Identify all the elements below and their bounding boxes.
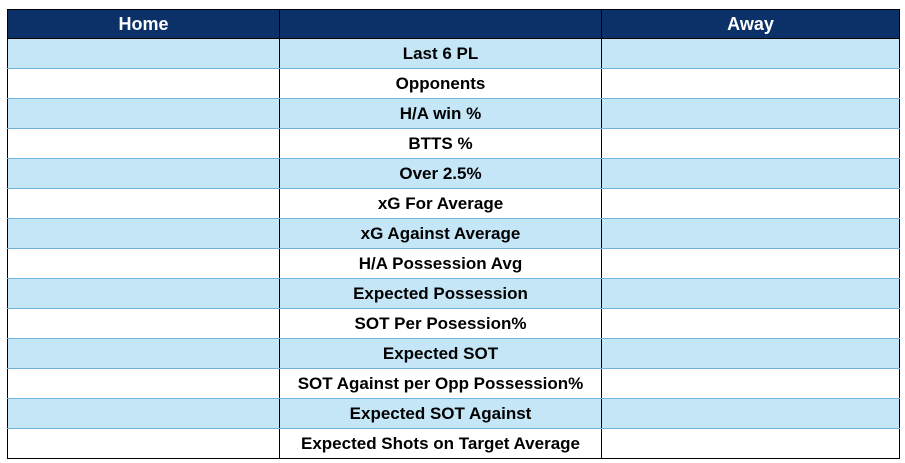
home-value-cell[interactable] xyxy=(7,98,280,129)
metric-label-cell[interactable]: H/A win % xyxy=(279,98,602,129)
metric-label-cell[interactable]: Last 6 PL xyxy=(279,38,602,69)
table-body: Last 6 PL Opponents H/A win % BTTS % Over 2.… xyxy=(7,38,900,459)
table-row: Expected SOT xyxy=(7,338,900,369)
metric-label-cell[interactable]: BTTS % xyxy=(279,128,602,159)
metric-label-cell[interactable]: Over 2.5% xyxy=(279,158,602,189)
home-value-cell[interactable] xyxy=(7,158,280,189)
table-row: H/A win % xyxy=(7,98,900,129)
away-value-cell[interactable] xyxy=(601,158,900,189)
away-value-cell[interactable] xyxy=(601,38,900,69)
table-row: Opponents xyxy=(7,68,900,99)
stats-comparison-table: Home Away Last 6 PL Opponents H/A win % BTT… xyxy=(7,9,900,459)
away-value-cell[interactable] xyxy=(601,188,900,219)
away-value-cell[interactable] xyxy=(601,308,900,339)
table-row: xG For Average xyxy=(7,188,900,219)
home-value-cell[interactable] xyxy=(7,128,280,159)
home-value-cell[interactable] xyxy=(7,428,280,459)
metric-label-cell[interactable]: Expected Shots on Target Average xyxy=(279,428,602,459)
metric-label-cell[interactable]: H/A Possession Avg xyxy=(279,248,602,279)
metric-label-cell[interactable]: SOT Per Posession% xyxy=(279,308,602,339)
away-value-cell[interactable] xyxy=(601,368,900,399)
away-value-cell[interactable] xyxy=(601,428,900,459)
table-row: Expected Possession xyxy=(7,278,900,309)
away-value-cell[interactable] xyxy=(601,398,900,429)
header-row: Home Away xyxy=(7,9,900,39)
table-row: H/A Possession Avg xyxy=(7,248,900,279)
home-value-cell[interactable] xyxy=(7,218,280,249)
home-value-cell[interactable] xyxy=(7,278,280,309)
home-value-cell[interactable] xyxy=(7,248,280,279)
home-column-header[interactable]: Home xyxy=(7,9,280,39)
away-value-cell[interactable] xyxy=(601,338,900,369)
home-value-cell[interactable] xyxy=(7,338,280,369)
metric-label-cell[interactable]: Expected Possession xyxy=(279,278,602,309)
home-value-cell[interactable] xyxy=(7,188,280,219)
home-value-cell[interactable] xyxy=(7,308,280,339)
metric-label-cell[interactable]: Opponents xyxy=(279,68,602,99)
metric-label-cell[interactable]: xG For Average xyxy=(279,188,602,219)
home-value-cell[interactable] xyxy=(7,38,280,69)
table-row: xG Against Average xyxy=(7,218,900,249)
table-row: Expected SOT Against xyxy=(7,398,900,429)
table-row: BTTS % xyxy=(7,128,900,159)
table-row: SOT Against per Opp Possession% xyxy=(7,368,900,399)
away-value-cell[interactable] xyxy=(601,128,900,159)
metric-label-cell[interactable]: Expected SOT xyxy=(279,338,602,369)
away-value-cell[interactable] xyxy=(601,278,900,309)
table-row: SOT Per Posession% xyxy=(7,308,900,339)
metric-label-cell[interactable]: Expected SOT Against xyxy=(279,398,602,429)
metric-label-cell[interactable]: SOT Against per Opp Possession% xyxy=(279,368,602,399)
table-row: Over 2.5% xyxy=(7,158,900,189)
away-value-cell[interactable] xyxy=(601,248,900,279)
table-row: Expected Shots on Target Average xyxy=(7,428,900,459)
away-value-cell[interactable] xyxy=(601,98,900,129)
table-row: Last 6 PL xyxy=(7,38,900,69)
metric-label-cell[interactable]: xG Against Average xyxy=(279,218,602,249)
home-value-cell[interactable] xyxy=(7,398,280,429)
home-value-cell[interactable] xyxy=(7,68,280,99)
away-column-header[interactable]: Away xyxy=(601,9,900,39)
metric-column-header[interactable] xyxy=(279,9,602,39)
home-value-cell[interactable] xyxy=(7,368,280,399)
away-value-cell[interactable] xyxy=(601,68,900,99)
away-value-cell[interactable] xyxy=(601,218,900,249)
